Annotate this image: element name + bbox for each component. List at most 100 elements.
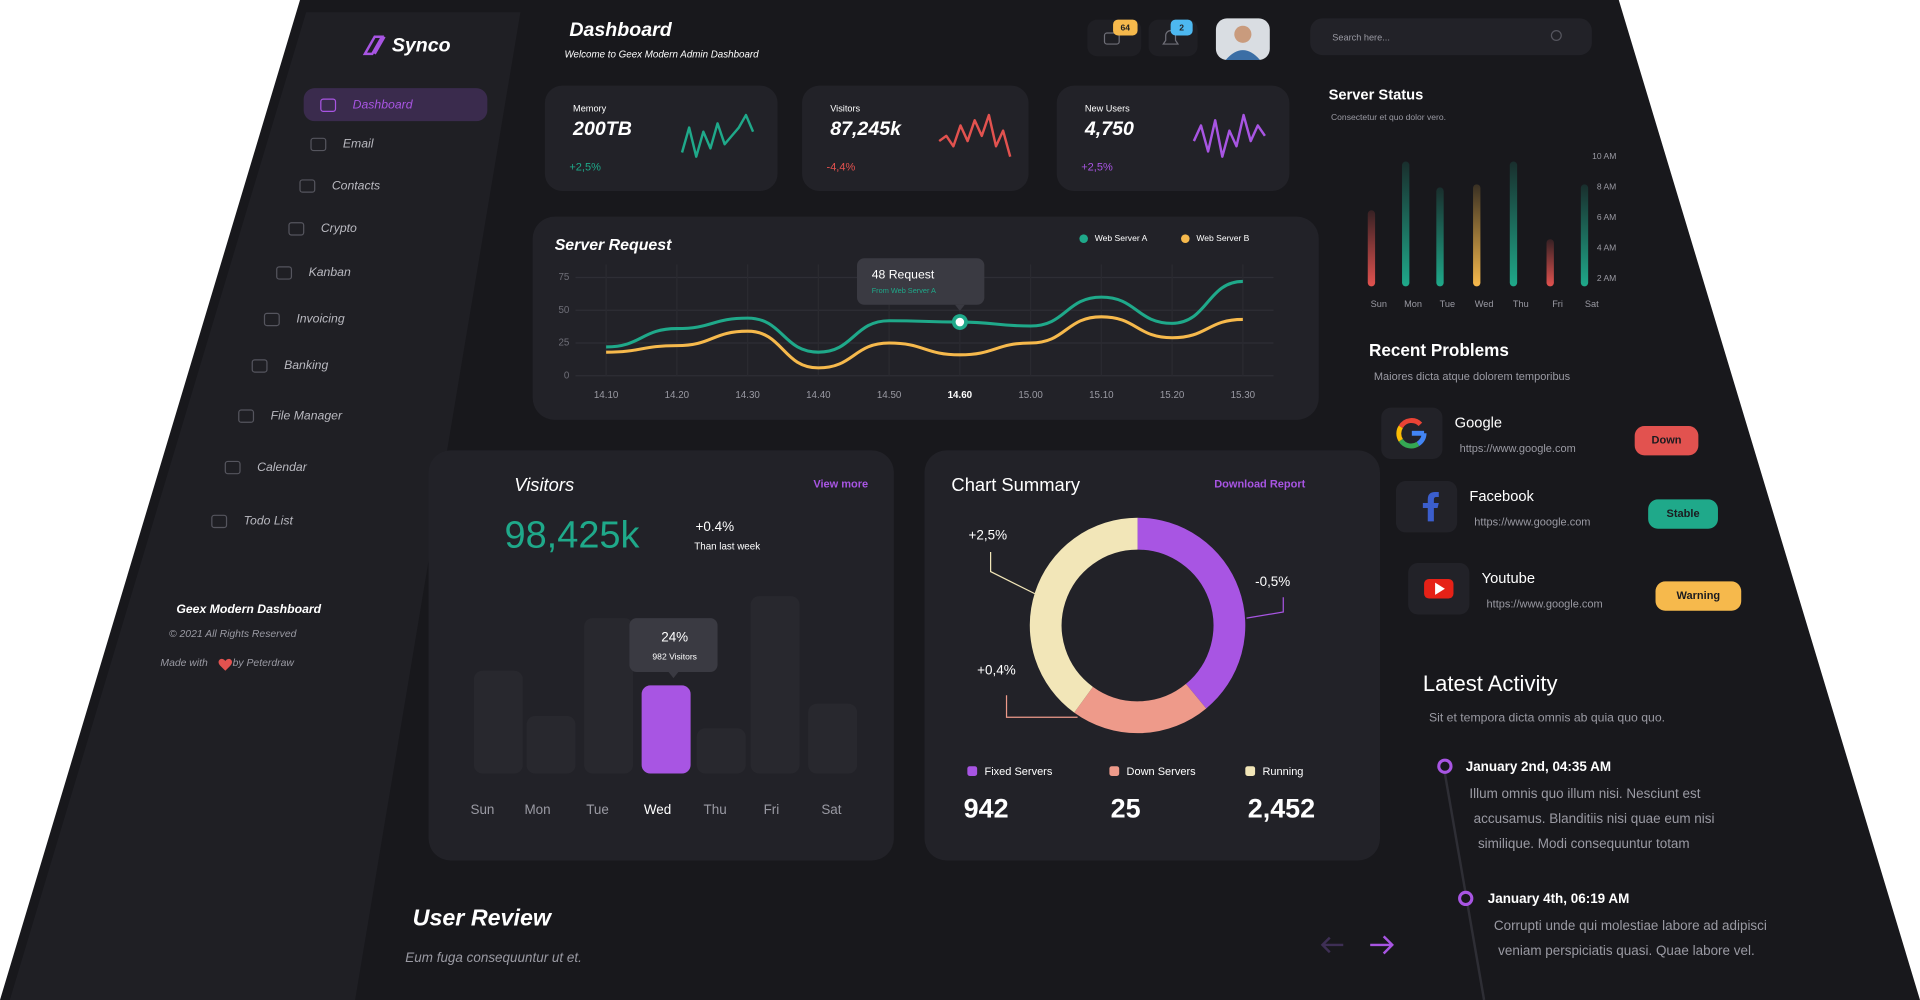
menu-item[interactable]: Crypto bbox=[321, 221, 357, 235]
chart-link[interactable]: View more bbox=[813, 479, 868, 491]
y-tick-label: 8 AM bbox=[1597, 182, 1616, 192]
stat-card bbox=[1056, 85, 1290, 191]
menu-item[interactable]: Calendar bbox=[257, 460, 308, 474]
x-tick-label: 14.50 bbox=[877, 390, 902, 401]
menu-item[interactable]: Todo List bbox=[244, 514, 294, 528]
menu-icon bbox=[263, 312, 280, 327]
stat-card bbox=[544, 85, 778, 191]
bar bbox=[1402, 161, 1410, 287]
annotation: +2,5% bbox=[969, 528, 1008, 543]
timeline-dot bbox=[1437, 758, 1453, 774]
activity-text: veniam perspiciatis quasi. Quae labore v… bbox=[1498, 943, 1755, 958]
legend-swatch bbox=[1109, 766, 1120, 777]
menu-item[interactable]: Invoicing bbox=[296, 312, 344, 326]
bar bbox=[1580, 184, 1589, 287]
series-line bbox=[606, 315, 1243, 370]
y-tick-label: 0 bbox=[564, 370, 570, 381]
menu-item[interactable]: Contacts bbox=[332, 178, 380, 192]
x-tick-label: 15.30 bbox=[1231, 390, 1256, 401]
section-title: Recent Problems bbox=[1369, 340, 1509, 360]
messages-badge bbox=[1113, 19, 1138, 36]
stat-value: 4,750 bbox=[1084, 118, 1134, 140]
chart-link[interactable]: Download Report bbox=[1214, 479, 1305, 491]
y-tick-label: 2 AM bbox=[1597, 273, 1616, 283]
activity-text: Corrupti unde qui molestiae labore ad ad… bbox=[1494, 918, 1767, 933]
chart-title: Chart Summary bbox=[951, 474, 1080, 495]
x-tick-label: 15.10 bbox=[1089, 390, 1114, 401]
menu-item[interactable]: Kanban bbox=[309, 265, 351, 279]
stat-change: +2,5% bbox=[1081, 162, 1113, 174]
menu-icon bbox=[238, 409, 255, 423]
server-request-card bbox=[532, 216, 1319, 420]
stat-value: 200TB bbox=[572, 118, 632, 140]
tooltip-title: 48 Request bbox=[872, 268, 935, 282]
search-box[interactable] bbox=[1310, 18, 1592, 56]
y-tick-label: 10 AM bbox=[1592, 151, 1616, 161]
messages-icon bbox=[1103, 32, 1120, 45]
x-tick-label: Tue bbox=[586, 802, 609, 817]
stat-label: Memory bbox=[573, 103, 607, 113]
problem-url: https://www.google.com bbox=[1474, 517, 1590, 529]
prev-arrow[interactable] bbox=[1320, 936, 1344, 954]
status-pill bbox=[1634, 425, 1699, 456]
google-logo bbox=[1396, 425, 1403, 442]
tooltip-title: 24% bbox=[661, 629, 688, 644]
x-tick-label: Wed bbox=[1475, 299, 1494, 309]
menu-icon bbox=[276, 266, 293, 280]
activity-text: Illum omnis quo illum nisi. Nesciunt est bbox=[1469, 786, 1700, 801]
legend-swatch bbox=[1245, 766, 1256, 777]
menu-icon bbox=[211, 514, 228, 529]
x-tick-label: Fri bbox=[1552, 299, 1563, 309]
legend-label: Running bbox=[1262, 766, 1303, 778]
bar bbox=[641, 685, 691, 774]
next-arrow[interactable] bbox=[1370, 935, 1394, 955]
messages-badge-text: 64 bbox=[1121, 22, 1131, 32]
menu-item[interactable]: Banking bbox=[284, 358, 328, 372]
menu-item[interactable]: Email bbox=[343, 137, 374, 151]
x-tick-label: Mon bbox=[524, 802, 550, 817]
sparkline bbox=[1192, 113, 1266, 158]
activity-date: January 2nd, 04:35 AM bbox=[1466, 759, 1611, 774]
section-title: Latest Activity bbox=[1423, 671, 1558, 696]
menu-item[interactable]: File Manager bbox=[271, 408, 343, 422]
x-tick-label: Sat bbox=[1585, 299, 1599, 309]
x-tick-label: Fri bbox=[764, 802, 780, 817]
user-review-title: User Review bbox=[413, 904, 553, 930]
x-tick-label: Tue bbox=[1440, 299, 1455, 309]
problem-url: https://www.google.com bbox=[1487, 599, 1603, 611]
problem-name: Youtube bbox=[1482, 571, 1535, 587]
problem-name: Facebook bbox=[1469, 489, 1534, 505]
y-tick-label: 6 AM bbox=[1597, 212, 1616, 222]
bar bbox=[1436, 187, 1444, 287]
donut-segment bbox=[1029, 517, 1139, 713]
footer-title: Geex Modern Dashboard bbox=[176, 602, 321, 616]
annotation-line bbox=[1005, 695, 1078, 718]
x-tick-label: Mon bbox=[1404, 299, 1422, 309]
tooltip bbox=[629, 618, 718, 672]
brand-name: Synco bbox=[392, 35, 451, 57]
visitors-total: 98,425k bbox=[504, 514, 640, 556]
annotation: +0,4% bbox=[977, 662, 1016, 677]
bar bbox=[1367, 210, 1376, 287]
legend-swatch bbox=[1079, 234, 1088, 243]
chart-title: Server Status bbox=[1329, 87, 1424, 103]
x-tick-label: 14.60 bbox=[948, 390, 973, 401]
sparkline bbox=[680, 113, 755, 158]
menu-icon bbox=[320, 98, 337, 112]
menu-item[interactable]: Dashboard bbox=[353, 97, 414, 111]
made-with: Made with bbox=[160, 658, 208, 669]
user-review-subtitle: Eum fuga consequuntur ut et. bbox=[405, 950, 582, 965]
status-label: Warning bbox=[1677, 590, 1721, 602]
tooltip-arrow bbox=[954, 304, 965, 311]
menu-icon bbox=[310, 137, 327, 152]
x-tick-label: 14.40 bbox=[806, 390, 831, 401]
legend-label: Down Servers bbox=[1127, 766, 1197, 778]
sparkline bbox=[938, 113, 1012, 157]
google-logo bbox=[1398, 438, 1420, 449]
bar bbox=[526, 716, 576, 774]
timeline-dot bbox=[1458, 890, 1474, 907]
menu-icon bbox=[224, 460, 241, 475]
